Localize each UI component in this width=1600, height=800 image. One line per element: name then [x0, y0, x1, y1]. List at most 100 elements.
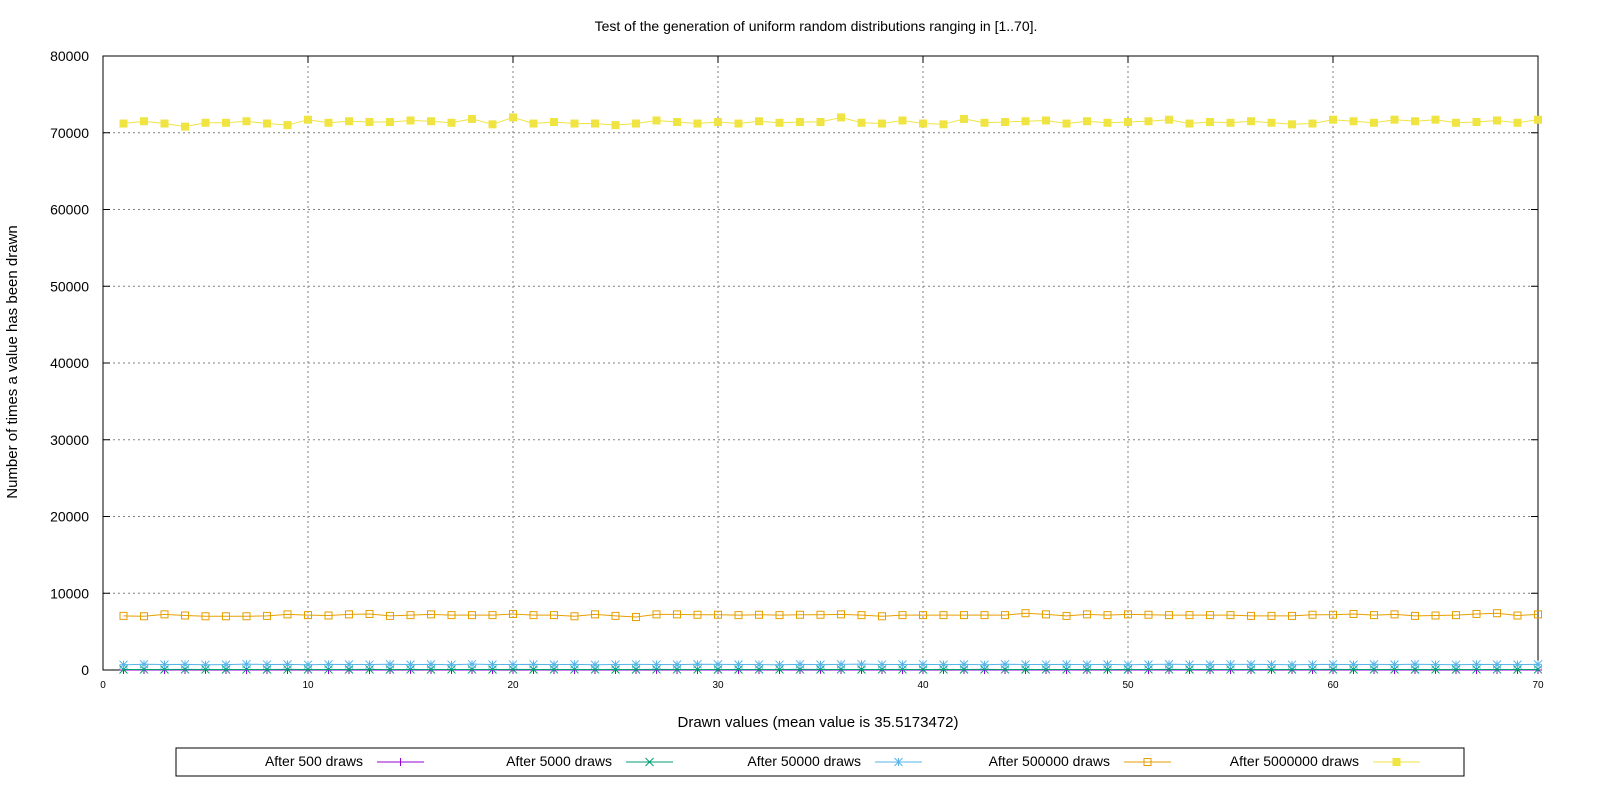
data-point: [324, 118, 333, 127]
data-point: [632, 613, 640, 622]
data-point: [140, 612, 148, 621]
data-point: [1431, 115, 1440, 124]
data-point: [1144, 610, 1153, 619]
data-point: [406, 116, 415, 125]
data-point: [1205, 660, 1215, 669]
data-point: [1226, 611, 1235, 620]
data-point: [447, 611, 456, 620]
legend-label: After 50000 draws: [747, 753, 861, 769]
legend-label: After 5000 draws: [506, 753, 612, 769]
data-point: [734, 611, 743, 620]
data-point: [1328, 659, 1338, 669]
legend-marker: [396, 758, 405, 766]
data-point: [406, 611, 415, 620]
data-point: [1246, 660, 1256, 669]
data-point: [345, 610, 353, 619]
data-point: [1001, 611, 1009, 620]
data-point: [775, 611, 784, 620]
data-point: [652, 116, 661, 125]
data-point: [406, 660, 415, 669]
x-tick-label: 10: [302, 680, 314, 691]
data-point: [1349, 660, 1358, 669]
legend-item: After 5000 draws: [506, 753, 673, 769]
data-point: [1062, 119, 1071, 128]
data-point: [1492, 660, 1502, 669]
data-point: [1123, 660, 1133, 670]
data-point: [201, 612, 210, 621]
data-point: [468, 114, 476, 123]
data-point: [262, 660, 272, 669]
data-point: [447, 660, 456, 670]
x-tick-label: 60: [1327, 680, 1339, 691]
data-point: [1042, 116, 1050, 125]
data-point: [857, 611, 866, 620]
data-point: [1329, 610, 1337, 619]
data-point: [365, 660, 374, 669]
data-point: [529, 119, 538, 128]
data-point: [1001, 118, 1009, 127]
data-point: [795, 659, 805, 669]
data-point: [734, 119, 743, 128]
data-point: [160, 119, 169, 128]
data-point: [385, 659, 395, 669]
data-point: [242, 117, 251, 126]
data-point: [1308, 610, 1317, 619]
data-point: [1000, 659, 1010, 669]
x-tick-label: 0: [100, 680, 106, 691]
data-point: [222, 612, 230, 621]
data-point: [796, 118, 804, 127]
data-point: [1165, 611, 1173, 620]
data-point: [221, 660, 231, 669]
data-point: [1411, 117, 1419, 126]
grid-lines: [103, 56, 1538, 670]
data-point: [119, 660, 128, 670]
data-point: [201, 118, 210, 127]
data-point: [570, 612, 579, 621]
data-point: [1349, 117, 1358, 126]
data-point: [242, 612, 251, 621]
series-2: [119, 659, 1543, 670]
data-point: [529, 659, 538, 669]
data-point: [1431, 660, 1440, 669]
data-point: [939, 660, 948, 669]
x-tick-label: 50: [1122, 680, 1134, 691]
data-point: [1267, 118, 1276, 127]
data-point: [754, 660, 764, 669]
data-point: [304, 611, 312, 620]
data-point: [1390, 660, 1399, 669]
data-point: [1533, 660, 1543, 669]
legend-item: After 500 draws: [265, 753, 424, 769]
y-tick-label: 50000: [50, 278, 89, 294]
data-point: [693, 119, 702, 128]
data-point: [467, 659, 477, 669]
data-point: [488, 611, 497, 620]
data-point: [590, 660, 600, 670]
y-tick-label: 70000: [50, 125, 89, 141]
x-tick-label: 20: [507, 680, 519, 691]
legend-label: After 5000000 draws: [1230, 753, 1359, 769]
data-point: [1472, 659, 1481, 669]
data-point: [1452, 611, 1460, 620]
data-point: [242, 659, 251, 669]
data-series: [119, 113, 1543, 674]
data-point: [1247, 611, 1255, 620]
data-point: [1410, 659, 1420, 669]
data-point: [427, 117, 435, 126]
data-point: [1534, 115, 1542, 124]
data-point: [857, 659, 866, 669]
data-point: [1308, 660, 1317, 669]
data-point: [1370, 611, 1378, 620]
data-point: [898, 660, 907, 669]
data-point: [1513, 611, 1522, 620]
data-point: [919, 119, 927, 128]
series-3: [119, 609, 1542, 622]
data-point: [488, 660, 497, 669]
data-point: [898, 611, 907, 620]
data-point: [960, 611, 968, 620]
data-point: [980, 660, 989, 670]
data-point: [1062, 611, 1071, 620]
data-point: [1103, 118, 1112, 127]
data-point: [652, 660, 661, 669]
data-point: [119, 611, 128, 620]
